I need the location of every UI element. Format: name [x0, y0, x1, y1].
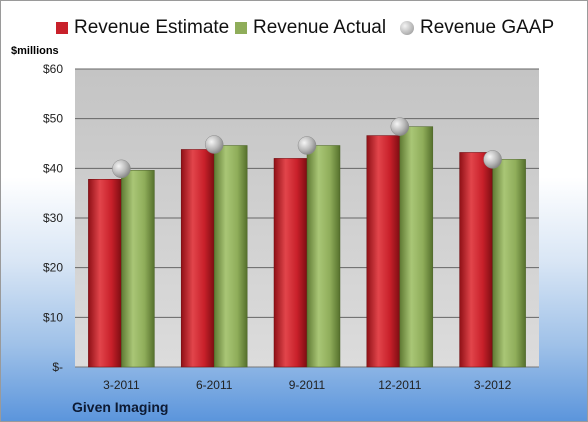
point-revenue-gaap	[390, 117, 410, 136]
x-tick-label: 9-2011	[289, 378, 326, 392]
point-revenue-gaap	[112, 159, 131, 179]
bar-revenue-actual	[213, 145, 248, 368]
legend: Revenue Estimate Revenue Actual Revenue …	[1, 15, 587, 41]
point-revenue-gaap	[483, 150, 502, 169]
legend-label-gaap: Revenue GAAP	[420, 17, 555, 38]
company-name: Given Imaging	[72, 399, 169, 415]
legend-label-actual: Revenue Actual	[253, 17, 387, 38]
x-tick-label: 3-2012	[474, 378, 512, 392]
y-tick-label: $30	[43, 211, 63, 225]
legend-marker-gaap	[400, 21, 414, 35]
y-tick-label: $10	[43, 310, 63, 324]
bar-revenue-actual	[121, 170, 155, 368]
bar-revenue-actual	[306, 145, 341, 368]
bar-revenue-estimate	[273, 158, 308, 368]
bar-revenue-estimate	[88, 179, 122, 368]
point-revenue-gaap	[204, 135, 224, 154]
legend-swatch-actual	[235, 22, 247, 34]
point-revenue-gaap	[297, 136, 317, 155]
x-tick-label: 3-2011	[103, 378, 140, 392]
x-tick-label: 12-2011	[378, 378, 421, 392]
y-tick-label: $-	[52, 360, 63, 374]
legend-swatch-estimate	[56, 22, 68, 34]
y-tick-label: $50	[43, 112, 63, 126]
y-tick-label: $20	[43, 261, 63, 275]
bar-revenue-actual	[399, 126, 434, 368]
y-tick-label: $60	[43, 62, 63, 76]
bar-revenue-estimate	[366, 135, 401, 368]
x-tick-label: 6-2011	[196, 378, 233, 392]
bar-revenue-estimate	[180, 149, 215, 368]
legend-item-estimate: Revenue Estimate	[56, 15, 229, 41]
bar-revenue-actual	[492, 159, 526, 368]
y-axis-unit-label: $millions	[11, 45, 59, 57]
y-tick-label: $40	[43, 161, 63, 175]
legend-item-actual: Revenue Actual	[235, 15, 386, 41]
bar-revenue-estimate	[459, 152, 493, 368]
legend-label-estimate: Revenue Estimate	[74, 17, 230, 38]
legend-item-gaap: Revenue GAAP	[400, 15, 554, 41]
